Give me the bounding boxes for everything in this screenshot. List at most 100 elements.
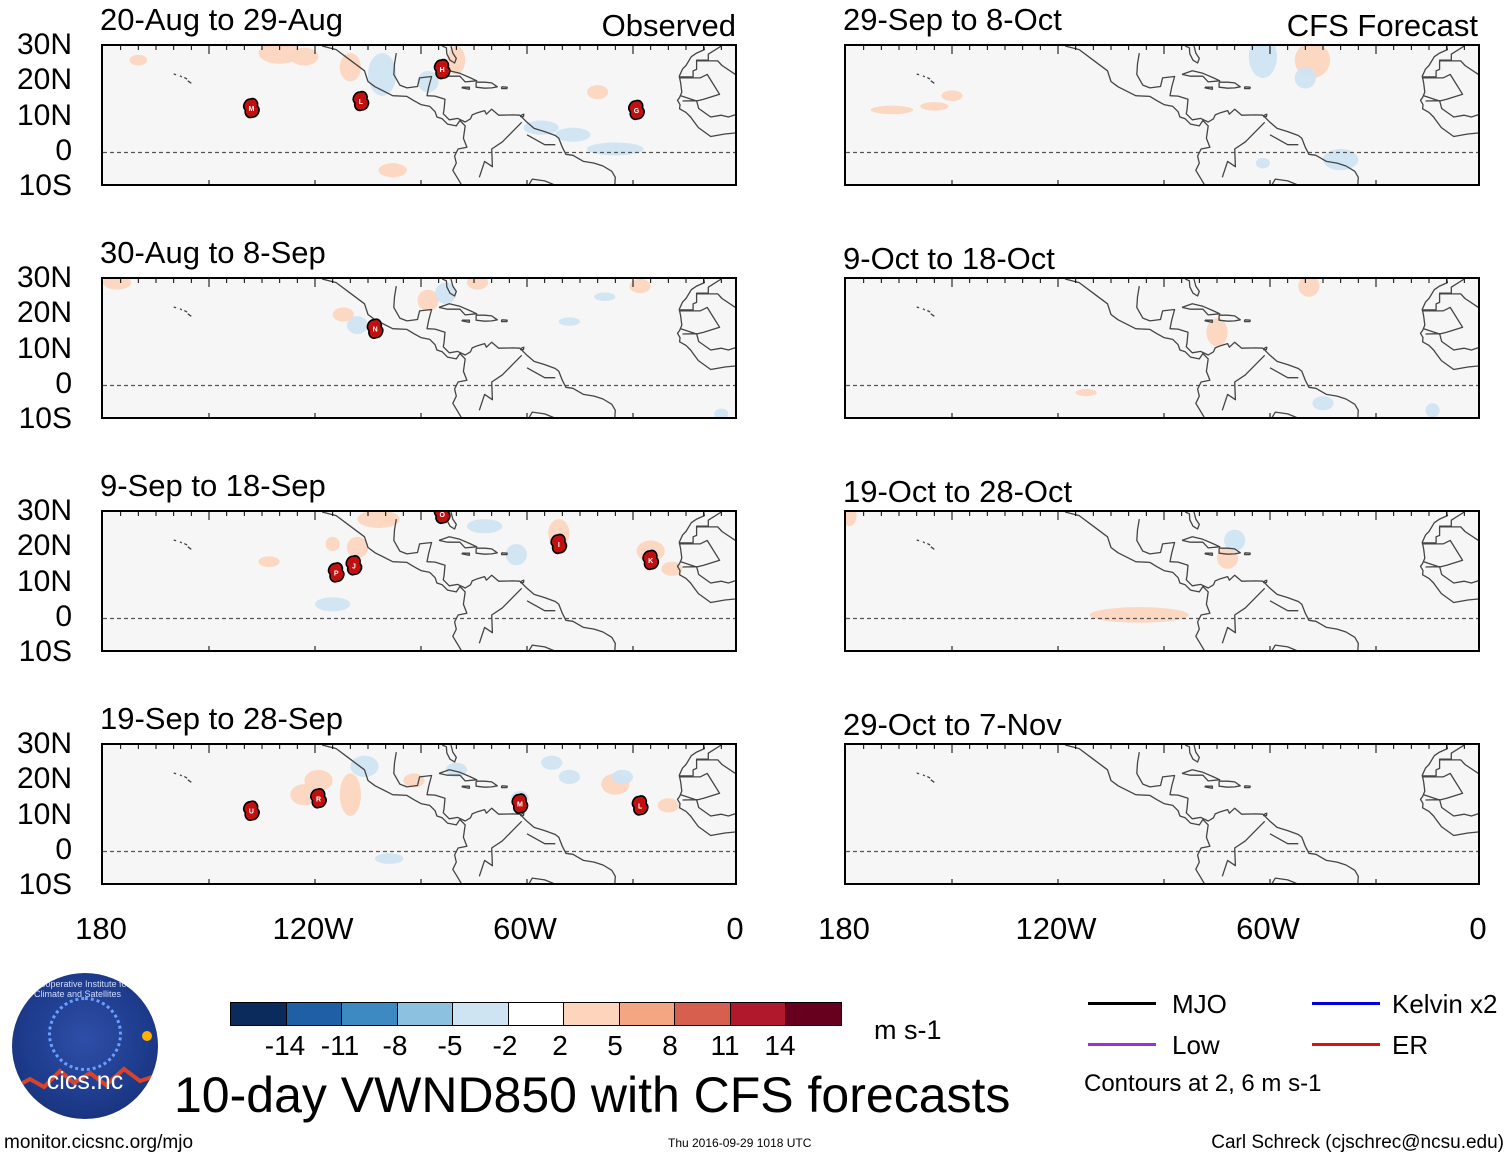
storm-swirl (327, 562, 345, 583)
colorbar-tick: -2 (492, 1030, 518, 1061)
map-svg: U R M L (103, 745, 735, 883)
hurricane-icon: J (345, 555, 363, 576)
anomaly-shade (1294, 67, 1316, 89)
colorbar-tick: 11 (710, 1030, 740, 1061)
anomaly-shade (1217, 547, 1239, 569)
coastline (676, 512, 735, 604)
map-panel (844, 44, 1480, 186)
island (187, 313, 192, 317)
coastline (1218, 314, 1241, 322)
panel-title: 9-Oct to 18-Oct (843, 241, 1055, 276)
colorbar-tick: 14 (764, 1030, 796, 1061)
coastline (678, 73, 721, 102)
island (184, 310, 188, 313)
coastline (1064, 512, 1211, 650)
panel-title: 29-Sep to 8-Oct (843, 2, 1062, 37)
island (184, 77, 188, 80)
storm-letter: U (249, 809, 254, 816)
coastline (1204, 319, 1214, 323)
hurricane-icon: L (352, 90, 370, 112)
coastline (1439, 293, 1478, 309)
coastline (682, 566, 735, 584)
coastline (1419, 512, 1478, 604)
anomaly-shade (1075, 389, 1097, 397)
coastline (1262, 113, 1268, 118)
coastline (1421, 539, 1464, 568)
coastline (321, 279, 468, 417)
coastline (1262, 812, 1268, 817)
anomaly-shade (103, 279, 132, 290)
figure-title: 10-day VWND850 with CFS forecasts (174, 1067, 1011, 1123)
coastline (1136, 52, 1359, 184)
coastline (438, 769, 478, 782)
storm-letter: N (373, 327, 378, 334)
coastline (1136, 518, 1359, 650)
legend-label-low: Low (1172, 1030, 1220, 1060)
storm-swirl (433, 58, 451, 80)
coastline (1269, 600, 1299, 612)
storm-swirl (642, 549, 660, 571)
logo-name: cics.nc (46, 1067, 124, 1095)
coastline (1218, 81, 1241, 89)
footer-url[interactable]: monitor.cicsnc.org/mjo (4, 1132, 194, 1153)
legend-label-mjo: MJO (1172, 989, 1227, 1019)
coastline (475, 81, 498, 89)
lon-label: 0 (1469, 911, 1487, 946)
hurricane-icon: M (511, 793, 529, 814)
anomaly-shade (1206, 318, 1228, 347)
lat-label: 30N (16, 727, 72, 760)
coastline (1064, 279, 1211, 417)
coastline (1243, 319, 1251, 323)
coastline (526, 134, 556, 146)
hurricane-icon: N (366, 318, 384, 339)
anomaly-shade (587, 85, 609, 100)
storm-swirl (345, 555, 363, 576)
anomaly-shade (375, 853, 404, 864)
storm-letter: L (359, 99, 364, 106)
island (173, 73, 177, 76)
lat-label: 20N (16, 762, 72, 795)
storm-letter: J (352, 563, 356, 570)
coastline (678, 306, 721, 335)
anomaly-shade (378, 163, 407, 178)
hurricane-icon: M (242, 97, 260, 119)
anomaly-shade (523, 120, 559, 135)
coastline (528, 644, 555, 650)
anomaly-shade (555, 127, 591, 142)
coastline (1425, 566, 1478, 584)
coastline (475, 314, 498, 322)
storm-letter: M (517, 802, 523, 809)
coastline (519, 812, 525, 817)
map-svg (846, 512, 1478, 650)
island (916, 539, 920, 542)
coastline (461, 319, 471, 323)
anomaly-shade (339, 773, 361, 816)
coastline (1181, 536, 1221, 549)
coastline (500, 785, 508, 789)
coastline (676, 745, 735, 837)
anomaly-shade (417, 289, 439, 311)
colorbar-units: m s-1 (874, 1015, 942, 1045)
anomaly-shade (629, 279, 651, 294)
coastline (678, 745, 722, 777)
coastline (1221, 820, 1266, 877)
coastline (1262, 346, 1268, 351)
coastline (438, 70, 478, 83)
coastline (441, 745, 457, 763)
hurricane-icon: O (433, 512, 451, 525)
storm-letter: I (558, 542, 560, 549)
island (930, 313, 935, 317)
coastline (676, 46, 735, 138)
coastline (475, 547, 498, 555)
anomaly-shade (714, 408, 729, 417)
lat-label: 10S (18, 868, 72, 901)
coastline (1243, 86, 1251, 90)
coastline (696, 293, 735, 309)
storm-swirl (628, 99, 645, 121)
colorbar-tick: -14 (264, 1030, 306, 1061)
coastline (1421, 46, 1465, 78)
coastline (1184, 46, 1200, 64)
hurricane-icon: I (550, 533, 568, 555)
island (930, 779, 935, 783)
coastline (500, 86, 508, 90)
